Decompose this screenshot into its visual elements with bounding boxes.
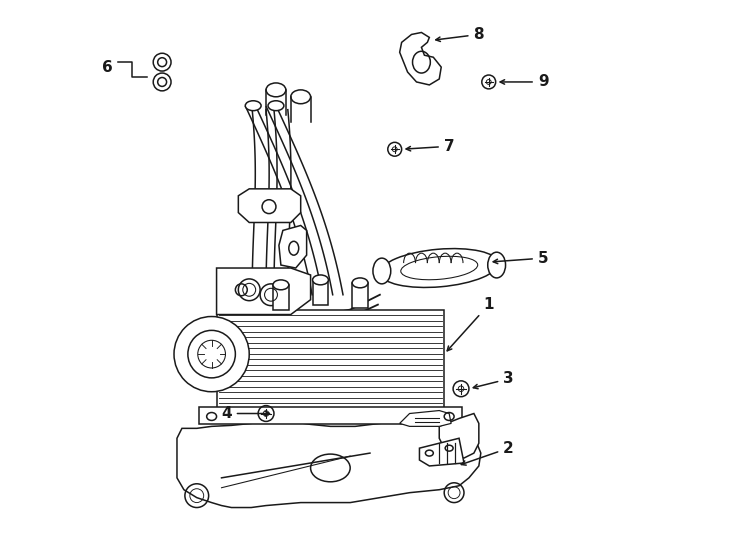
Text: 2: 2: [461, 441, 514, 465]
Polygon shape: [279, 226, 307, 268]
Polygon shape: [177, 421, 481, 508]
Text: 1: 1: [447, 297, 494, 351]
Text: 6: 6: [102, 59, 113, 75]
Polygon shape: [399, 410, 451, 427]
Circle shape: [174, 316, 250, 392]
Ellipse shape: [373, 258, 390, 284]
Ellipse shape: [273, 280, 288, 290]
Bar: [313, 280, 328, 305]
Ellipse shape: [352, 278, 368, 288]
Polygon shape: [239, 189, 301, 222]
Text: 7: 7: [406, 139, 454, 154]
Ellipse shape: [239, 279, 260, 301]
Bar: [273, 285, 288, 309]
Polygon shape: [217, 268, 310, 314]
Ellipse shape: [291, 90, 310, 104]
Text: 9: 9: [500, 75, 548, 90]
Polygon shape: [419, 438, 464, 466]
Ellipse shape: [260, 284, 282, 306]
Ellipse shape: [266, 83, 286, 97]
Text: 3: 3: [473, 372, 514, 389]
Text: 4: 4: [221, 406, 269, 421]
Ellipse shape: [313, 275, 328, 285]
Ellipse shape: [488, 252, 506, 278]
Text: 8: 8: [436, 27, 484, 42]
Ellipse shape: [268, 101, 284, 111]
Ellipse shape: [245, 101, 261, 111]
Bar: [199, 407, 462, 424]
Ellipse shape: [380, 248, 498, 287]
Polygon shape: [439, 414, 479, 458]
Text: 5: 5: [493, 251, 548, 266]
Bar: [352, 283, 368, 308]
Bar: [217, 309, 444, 409]
